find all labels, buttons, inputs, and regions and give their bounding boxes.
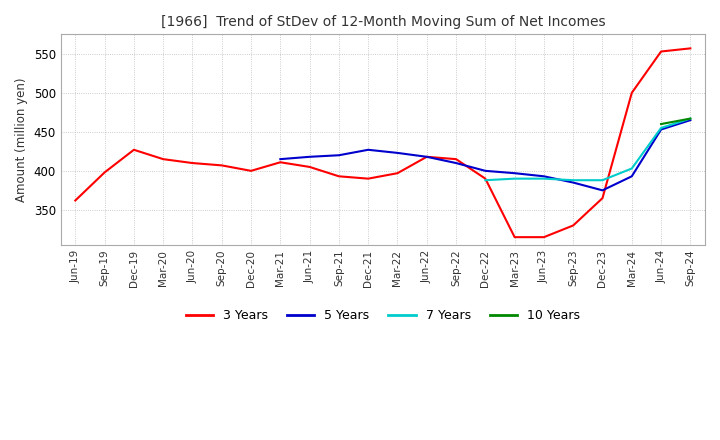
7 Years	[598, 178, 607, 183]
3 Years	[598, 195, 607, 201]
7 Years	[481, 178, 490, 183]
3 Years	[364, 176, 372, 181]
3 Years	[539, 235, 548, 240]
3 Years	[481, 176, 490, 181]
7 Years	[686, 116, 695, 121]
3 Years	[217, 163, 226, 168]
Line: 10 Years: 10 Years	[661, 119, 690, 124]
5 Years	[569, 180, 577, 185]
3 Years	[100, 170, 109, 175]
3 Years	[393, 171, 402, 176]
7 Years	[539, 176, 548, 181]
5 Years	[393, 150, 402, 156]
3 Years	[686, 46, 695, 51]
Title: [1966]  Trend of StDev of 12-Month Moving Sum of Net Incomes: [1966] Trend of StDev of 12-Month Moving…	[161, 15, 605, 29]
10 Years	[657, 121, 665, 127]
5 Years	[276, 157, 284, 162]
3 Years	[71, 198, 80, 203]
3 Years	[510, 235, 519, 240]
7 Years	[657, 125, 665, 131]
5 Years	[423, 154, 431, 159]
3 Years	[130, 147, 138, 152]
5 Years	[335, 153, 343, 158]
3 Years	[335, 174, 343, 179]
3 Years	[627, 90, 636, 95]
Line: 5 Years: 5 Years	[280, 120, 690, 191]
3 Years	[423, 154, 431, 159]
3 Years	[451, 157, 460, 162]
3 Years	[276, 160, 284, 165]
3 Years	[247, 168, 256, 173]
5 Years	[481, 168, 490, 173]
Legend: 3 Years, 5 Years, 7 Years, 10 Years: 3 Years, 5 Years, 7 Years, 10 Years	[181, 304, 585, 327]
5 Years	[539, 174, 548, 179]
5 Years	[627, 174, 636, 179]
5 Years	[305, 154, 314, 159]
5 Years	[510, 171, 519, 176]
Line: 7 Years: 7 Years	[485, 119, 690, 180]
7 Years	[627, 166, 636, 171]
3 Years	[188, 161, 197, 166]
5 Years	[598, 188, 607, 193]
Y-axis label: Amount (million yen): Amount (million yen)	[15, 77, 28, 202]
7 Years	[510, 176, 519, 181]
3 Years	[159, 157, 168, 162]
3 Years	[657, 49, 665, 54]
7 Years	[569, 178, 577, 183]
10 Years	[686, 116, 695, 121]
5 Years	[657, 127, 665, 132]
5 Years	[451, 161, 460, 166]
5 Years	[686, 117, 695, 123]
5 Years	[364, 147, 372, 152]
3 Years	[305, 164, 314, 169]
Line: 3 Years: 3 Years	[76, 48, 690, 237]
3 Years	[569, 223, 577, 228]
